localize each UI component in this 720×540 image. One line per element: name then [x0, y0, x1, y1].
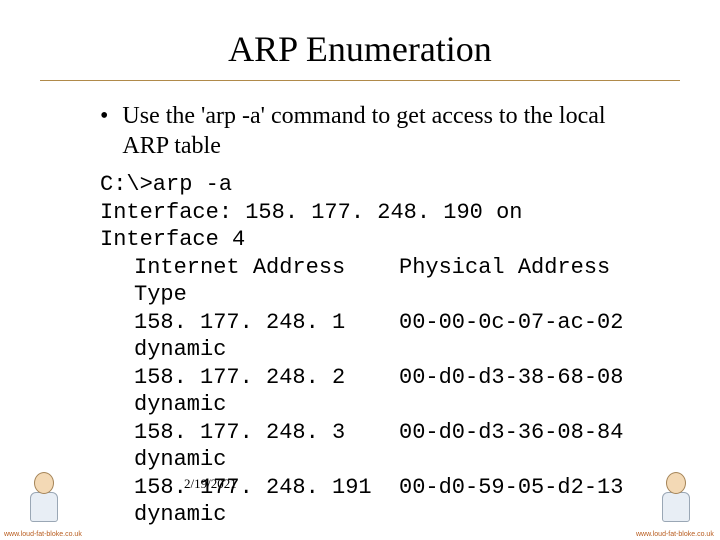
table-row: 158. 177. 248. 1 00-00-0c-07-ac-02: [100, 309, 640, 337]
cell-type: dynamic: [100, 446, 640, 474]
cell-mac: 00-d0-d3-36-08-84: [399, 419, 640, 447]
footer-logo-left: www.loud-fat-bloke.co.uk: [0, 470, 88, 540]
cell-type: dynamic: [100, 501, 640, 529]
bullet-list: • Use the 'arp -a' command to get access…: [100, 101, 640, 161]
code-hdr-ip: Internet Address: [134, 254, 399, 282]
footer-url-right: www.loud-fat-bloke.co.uk: [636, 531, 714, 538]
title-rule: [40, 80, 680, 81]
table-row: 158. 177. 248. 2 00-d0-d3-38-68-08: [100, 364, 640, 392]
cell-type: dynamic: [100, 336, 640, 364]
table-row: 158. 177. 248. 3 00-d0-d3-36-08-84: [100, 419, 640, 447]
code-block: C:\>arp -a Interface: 158. 177. 248. 190…: [100, 171, 640, 529]
cell-mac: 00-d0-59-05-d2-13: [399, 474, 640, 502]
cell-mac: 00-d0-d3-38-68-08: [399, 364, 640, 392]
bullet-item: • Use the 'arp -a' command to get access…: [100, 101, 640, 161]
bullet-text: Use the 'arp -a' command to get access t…: [122, 101, 640, 161]
bullet-dot: •: [100, 101, 108, 131]
code-hdr-mac: Physical Address: [399, 254, 640, 282]
cell-ip: 158. 177. 248. 2: [134, 364, 399, 392]
cartoon-icon: [22, 472, 66, 528]
cell-ip: 158. 177. 248. 191: [134, 474, 399, 502]
code-interface: Interface: 158. 177. 248. 190 on Interfa…: [100, 199, 640, 254]
code-cmd: C:\>arp -a: [100, 171, 640, 199]
cell-mac: 00-00-0c-07-ac-02: [399, 309, 640, 337]
footer-url-left: www.loud-fat-bloke.co.uk: [4, 531, 82, 538]
slide: ARP Enumeration • Use the 'arp -a' comma…: [0, 0, 720, 540]
cartoon-icon: [654, 472, 698, 528]
code-hdr-type: Type: [100, 281, 640, 309]
date-stamp: 2/19/2021: [184, 476, 237, 492]
cell-ip: 158. 177. 248. 3: [134, 419, 399, 447]
code-header-row: Internet Address Physical Address: [100, 254, 640, 282]
slide-title: ARP Enumeration: [130, 28, 590, 70]
footer-logo-right: www.loud-fat-bloke.co.uk: [632, 470, 720, 540]
table-row: 158. 177. 248. 191 00-d0-59-05-d2-13: [100, 474, 640, 502]
cell-type: dynamic: [100, 391, 640, 419]
cell-ip: 158. 177. 248. 1: [134, 309, 399, 337]
